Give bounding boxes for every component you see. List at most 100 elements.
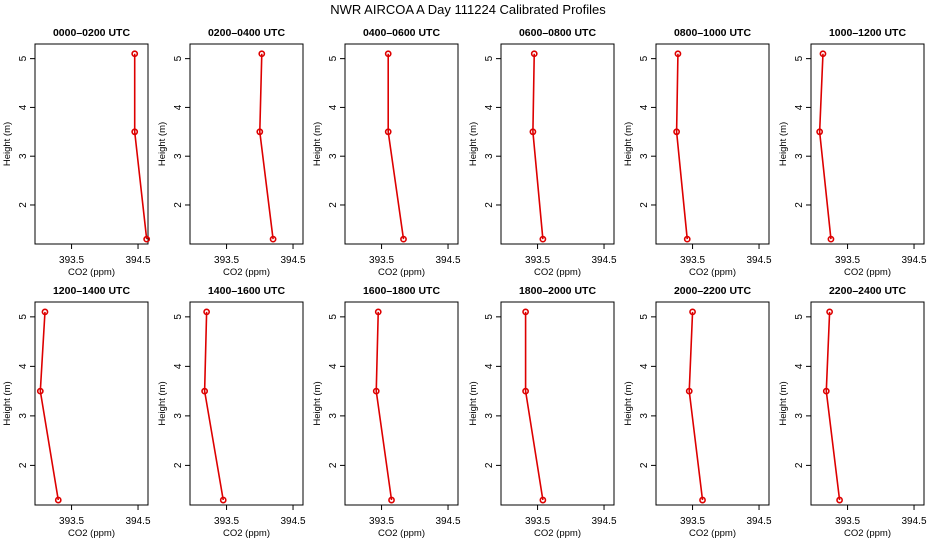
x-tick-label: 394.5	[281, 255, 306, 266]
y-axis-label: Height (m)	[2, 122, 13, 166]
y-tick-label: 3	[328, 153, 339, 159]
data-point	[384, 128, 392, 136]
data-point	[827, 235, 835, 243]
data-point	[816, 128, 824, 136]
data-point	[674, 50, 682, 58]
data-point	[41, 308, 49, 316]
y-tick-label: 3	[173, 413, 184, 419]
y-axis-label: Height (m)	[2, 381, 13, 425]
x-tick-label: 394.5	[126, 255, 151, 266]
y-tick-label: 4	[328, 104, 339, 110]
panel-5: 0800–1000 UTC 393.5 394.5 2 3 4 5 CO2 (ppm) Heig…	[623, 27, 772, 278]
data-point	[685, 387, 693, 395]
panel-title: 0200–0400 UTC	[208, 27, 285, 39]
y-tick-label: 5	[173, 314, 184, 320]
data-point	[201, 387, 209, 395]
y-tick-label: 5	[18, 314, 29, 320]
data-point	[131, 128, 139, 136]
data-point	[36, 387, 44, 395]
panel-title: 0400–0600 UTC	[363, 27, 440, 39]
y-tick-label: 5	[484, 55, 495, 61]
data-point	[54, 496, 62, 504]
data-point	[822, 387, 830, 395]
data-point	[689, 308, 696, 316]
profile-line	[387, 53, 405, 240]
y-tick-label: 3	[18, 413, 29, 419]
x-tick-label: 394.5	[592, 255, 617, 266]
y-axis-label: Height (m)	[468, 122, 479, 166]
x-axis-label: CO2 (ppm)	[689, 267, 736, 278]
y-tick-label: 3	[328, 413, 339, 419]
y-tick-label: 5	[794, 55, 805, 61]
y-tick-label: 3	[794, 413, 805, 419]
data-point	[269, 235, 277, 243]
x-axis-label: CO2 (ppm)	[534, 267, 581, 278]
y-tick-label: 4	[794, 104, 805, 110]
profile-line	[524, 311, 544, 501]
y-tick-label: 3	[484, 153, 495, 159]
x-axis-label: CO2 (ppm)	[68, 528, 115, 539]
panel-4: 0600–0800 UTC 393.5 394.5 2 3 4 5 CO2 (ppm) Heig…	[468, 27, 617, 278]
x-tick-label: 393.5	[680, 255, 705, 266]
y-tick-label: 2	[328, 202, 339, 208]
panel-title: 0600–0800 UTC	[519, 27, 596, 39]
panel-title: 1400–1600 UTC	[208, 285, 285, 297]
y-axis-label: Height (m)	[623, 381, 634, 425]
y-tick-label: 2	[794, 202, 805, 208]
panel-title: 2200–2400 UTC	[829, 285, 906, 297]
panel-title: 1800–2000 UTC	[519, 285, 596, 297]
x-tick-label: 394.5	[126, 516, 151, 527]
profile-line	[818, 53, 832, 240]
y-tick-label: 5	[328, 314, 339, 320]
x-tick-label: 393.5	[835, 255, 860, 266]
panel-10: 1800–2000 UTC 393.5 394.5 2 3 4 5 CO2 (ppm) Heig…	[468, 285, 617, 539]
data-point	[819, 50, 827, 58]
profile-line	[39, 311, 60, 501]
x-axis-label: CO2 (ppm)	[378, 528, 425, 539]
x-tick-label: 393.5	[525, 255, 550, 266]
profile-line	[258, 53, 274, 240]
x-tick-label: 393.5	[525, 516, 550, 527]
y-tick-label: 2	[18, 462, 29, 468]
y-tick-label: 3	[18, 153, 29, 159]
x-tick-label: 394.5	[747, 516, 772, 527]
data-point	[131, 50, 139, 58]
x-tick-label: 394.5	[902, 255, 927, 266]
y-tick-label: 4	[639, 363, 650, 369]
plot-frame	[655, 301, 770, 506]
y-tick-label: 4	[18, 104, 29, 110]
plot-frame	[34, 43, 149, 245]
plot-frame	[344, 43, 459, 245]
data-point	[203, 308, 211, 316]
x-axis-label: CO2 (ppm)	[689, 528, 736, 539]
plot-frame	[34, 301, 149, 506]
data-point	[388, 496, 395, 504]
data-point	[372, 387, 380, 395]
y-tick-label: 2	[173, 202, 184, 208]
panel-title: 1600–1800 UTC	[363, 285, 440, 297]
data-point	[539, 496, 547, 504]
x-tick-label: 393.5	[835, 516, 860, 527]
panel-title: 1000–1200 UTC	[829, 27, 906, 39]
y-tick-label: 5	[484, 314, 495, 320]
panel-8: 1400–1600 UTC 393.5 394.5 2 3 4 5 CO2 (ppm) Heig…	[157, 285, 306, 539]
panel-7: 1200–1400 UTC 393.5 394.5 2 3 4 5 CO2 (ppm) Heig…	[2, 285, 151, 539]
y-tick-label: 5	[328, 55, 339, 61]
y-axis-label: Height (m)	[312, 122, 323, 166]
panel-title: 2000–2200 UTC	[674, 285, 751, 297]
y-axis-label: Height (m)	[623, 122, 634, 166]
y-tick-label: 3	[639, 153, 650, 159]
x-tick-label: 394.5	[281, 516, 306, 527]
plot-frame	[810, 301, 925, 506]
y-axis-label: Height (m)	[157, 122, 168, 166]
y-axis-label: Height (m)	[312, 381, 323, 425]
profile-line	[203, 311, 225, 501]
panel-title: 0800–1000 UTC	[674, 27, 751, 39]
panel-3: 0400–0600 UTC 393.5 394.5 2 3 4 5 CO2 (ppm) Heig…	[312, 27, 461, 278]
y-tick-label: 4	[484, 363, 495, 369]
y-tick-label: 3	[639, 413, 650, 419]
y-tick-label: 4	[173, 104, 184, 110]
plot-frame	[344, 301, 459, 506]
